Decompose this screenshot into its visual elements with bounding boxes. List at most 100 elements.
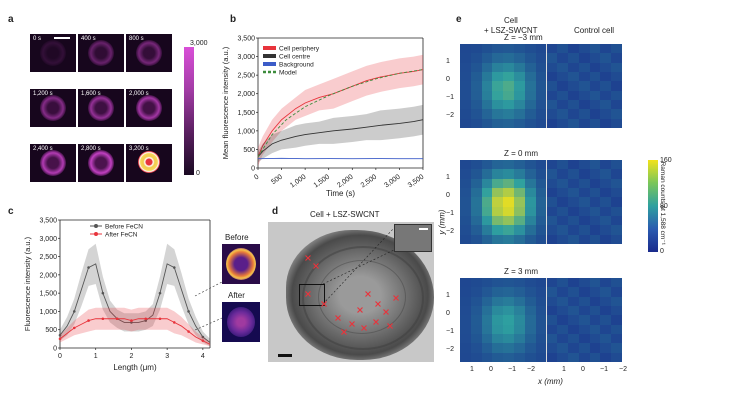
legend-label: Cell centre [279, 54, 310, 61]
heatmap-cell [589, 109, 601, 119]
heatmap-cell [568, 287, 579, 297]
heatmap-cell [460, 187, 471, 198]
heatmap-cell [481, 118, 493, 128]
heatmap-cell [578, 343, 590, 353]
heatmap-cell [492, 352, 504, 362]
heatmap-cell [589, 169, 601, 179]
legend-label: After FeCN [105, 232, 138, 239]
nanotube-marker [357, 307, 363, 313]
legend-marker [94, 224, 98, 228]
heatmap-cell [546, 71, 558, 82]
panel-d-title: Cell + LSZ-SWCNT [310, 210, 380, 219]
heatmap-cell [535, 352, 547, 362]
heatmap-cell [578, 333, 590, 344]
heatmap-cell [589, 53, 601, 63]
panel-a-letter: a [8, 14, 14, 25]
nanotube-marker [313, 263, 319, 269]
heatmap-cell [578, 160, 590, 170]
heatmap-cell [460, 160, 471, 170]
x-tick-label: 0 [253, 173, 260, 181]
heatmap-cell [600, 287, 612, 297]
heatmap-cell [546, 62, 558, 72]
heatmap-cell [492, 99, 504, 110]
heatmap-cell [557, 333, 568, 344]
series-band [258, 104, 423, 163]
legend-marker [94, 232, 98, 236]
heatmap-cell [557, 315, 568, 325]
heatmap-cell [611, 99, 622, 110]
heatmap-cell [460, 109, 471, 119]
heatmap-cell [557, 53, 568, 63]
panel-e-xlabel: x (mm) [538, 377, 563, 386]
heatmap-cell [578, 225, 590, 235]
heatmap-cell [514, 62, 525, 72]
heatmap-cell [470, 81, 482, 91]
y-axis-label: Mean fluorescence intensity (a.u.) [221, 46, 230, 159]
heatmap-cell [600, 333, 612, 344]
heatmap-cell [600, 225, 612, 235]
y-tick-label: 1,000 [237, 128, 255, 135]
heatmap-cell [514, 90, 525, 100]
heatmap-cell [557, 99, 568, 110]
heatmap-cell [600, 99, 612, 110]
heatmap-cell [492, 197, 504, 207]
heatmap-cell [503, 352, 514, 362]
data-point [201, 335, 205, 339]
heatmap-cell [589, 324, 601, 334]
heatmap-cell [611, 234, 622, 244]
heatmap-cell [514, 178, 525, 188]
heatmap-cell [578, 90, 590, 100]
heatmap-cell [546, 160, 558, 170]
heatmap-cell [600, 278, 612, 288]
heatmap-cell [460, 53, 471, 63]
heatmap-divider [546, 44, 548, 128]
heatmap-cell [470, 160, 482, 170]
heatmap-cell [535, 53, 547, 63]
heatmap-cell [460, 81, 471, 91]
heatmap-cell [557, 225, 568, 235]
heatmap-cell [557, 71, 568, 82]
heatmap-cell [611, 169, 622, 179]
heatmap-cell [524, 53, 536, 63]
heatmap-cell [568, 278, 579, 288]
microscopy-tile: 1,600 s [78, 89, 124, 127]
heatmap-cell [503, 90, 514, 100]
heatmap-cell [600, 315, 612, 325]
heatmap-cell [524, 278, 536, 288]
heatmap-cell [470, 324, 482, 334]
heatmap-cell [503, 315, 514, 325]
inset-before-image [222, 244, 260, 284]
heatmap-cell [481, 71, 493, 82]
colorbar-e [648, 160, 658, 252]
tem-image [268, 222, 434, 362]
heatmap-cell [557, 278, 568, 288]
heatmap-cell [514, 234, 525, 244]
heatmap-cell [492, 160, 504, 170]
heatmap-cell [503, 71, 514, 82]
data-point [130, 319, 133, 322]
heatmap-cell [568, 305, 579, 316]
heatmap-cell [514, 287, 525, 297]
heatmap-y-tick-label: −1 [446, 94, 454, 101]
heatmap-cell [611, 352, 622, 362]
heatmap-cell [535, 333, 547, 344]
heatmap-cell [600, 160, 612, 170]
heatmap-cell [611, 109, 622, 119]
heatmap-cell [492, 287, 504, 297]
heatmap-cell [481, 215, 493, 226]
heatmap-cell [481, 178, 493, 188]
heatmap-cell [578, 44, 590, 54]
heatmap-cell [600, 90, 612, 100]
data-point [187, 330, 190, 333]
heatmap-cell [470, 62, 482, 72]
legend-swatch [263, 46, 276, 50]
heatmap-cell [535, 278, 547, 288]
heatmap-cell [524, 287, 536, 297]
heatmap-cell [481, 197, 493, 207]
heatmap-cell [481, 44, 493, 54]
heatmap-cell [514, 81, 525, 91]
heatmap-cell [503, 187, 514, 198]
heatmap-cell [611, 296, 622, 306]
panel-b-letter: b [230, 14, 237, 25]
heatmap-cell [470, 287, 482, 297]
